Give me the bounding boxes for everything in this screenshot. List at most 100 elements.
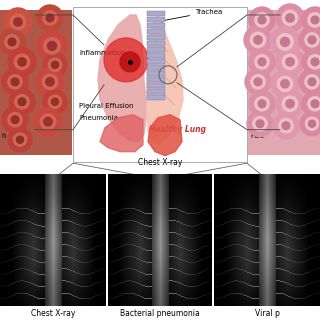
Circle shape <box>8 48 36 76</box>
FancyBboxPatch shape <box>0 10 72 155</box>
Circle shape <box>249 49 275 75</box>
Circle shape <box>46 78 54 86</box>
Circle shape <box>18 58 26 66</box>
Circle shape <box>245 69 271 95</box>
Circle shape <box>282 122 290 130</box>
Circle shape <box>255 55 269 69</box>
Circle shape <box>9 89 35 115</box>
Circle shape <box>46 14 54 22</box>
Circle shape <box>4 8 32 36</box>
FancyBboxPatch shape <box>147 71 165 76</box>
Circle shape <box>249 7 275 33</box>
Circle shape <box>258 16 266 24</box>
Circle shape <box>43 53 67 77</box>
Circle shape <box>251 75 265 89</box>
Circle shape <box>0 29 25 55</box>
Circle shape <box>311 58 319 66</box>
Circle shape <box>255 13 269 27</box>
Circle shape <box>302 7 320 33</box>
Text: Chest X-ray: Chest X-ray <box>138 158 182 167</box>
Circle shape <box>48 58 61 71</box>
Circle shape <box>52 98 59 105</box>
FancyBboxPatch shape <box>147 35 165 40</box>
FancyBboxPatch shape <box>73 7 247 162</box>
Circle shape <box>14 54 30 69</box>
FancyBboxPatch shape <box>147 65 165 70</box>
Circle shape <box>253 116 267 131</box>
Circle shape <box>305 33 319 47</box>
Text: Inflammation: Inflammation <box>79 50 125 56</box>
Circle shape <box>271 70 299 98</box>
Circle shape <box>279 119 293 133</box>
Circle shape <box>256 120 264 128</box>
Circle shape <box>8 38 16 46</box>
Text: h fluid: h fluid <box>2 133 24 139</box>
Circle shape <box>305 117 319 130</box>
Circle shape <box>282 54 298 69</box>
Circle shape <box>2 69 28 95</box>
FancyBboxPatch shape <box>147 89 165 94</box>
Circle shape <box>8 113 22 127</box>
Circle shape <box>276 48 304 76</box>
Circle shape <box>308 36 316 44</box>
Circle shape <box>42 74 58 90</box>
Circle shape <box>120 52 140 72</box>
Circle shape <box>273 113 299 139</box>
Circle shape <box>40 114 56 129</box>
Circle shape <box>5 35 19 49</box>
FancyBboxPatch shape <box>147 53 165 58</box>
Circle shape <box>11 78 19 86</box>
FancyBboxPatch shape <box>147 11 165 16</box>
FancyBboxPatch shape <box>147 59 165 64</box>
Circle shape <box>15 95 29 109</box>
Text: Pneumonia: Pneumonia <box>79 115 118 121</box>
Circle shape <box>270 27 300 57</box>
Circle shape <box>308 120 316 127</box>
Circle shape <box>308 13 320 27</box>
Circle shape <box>8 128 32 152</box>
Circle shape <box>286 100 294 108</box>
FancyBboxPatch shape <box>106 173 108 320</box>
Polygon shape <box>148 115 182 156</box>
FancyBboxPatch shape <box>248 10 320 155</box>
Circle shape <box>52 61 59 68</box>
Circle shape <box>282 96 298 111</box>
Circle shape <box>302 49 320 75</box>
FancyBboxPatch shape <box>147 23 165 28</box>
Circle shape <box>286 58 294 66</box>
FancyBboxPatch shape <box>212 173 214 320</box>
FancyBboxPatch shape <box>147 17 165 22</box>
Circle shape <box>36 68 64 96</box>
Circle shape <box>247 111 273 137</box>
Circle shape <box>308 97 320 111</box>
FancyBboxPatch shape <box>147 77 165 82</box>
Circle shape <box>254 36 262 44</box>
Text: Bacterial pneumonia: Bacterial pneumonia <box>120 308 200 317</box>
Circle shape <box>258 58 266 66</box>
Circle shape <box>300 112 320 136</box>
Text: Chest X-ray: Chest X-ray <box>31 308 75 317</box>
Circle shape <box>254 78 262 86</box>
Polygon shape <box>100 115 143 152</box>
FancyBboxPatch shape <box>147 95 165 100</box>
Circle shape <box>2 107 28 133</box>
Circle shape <box>281 37 290 46</box>
Text: Hea: Hea <box>250 133 264 139</box>
Circle shape <box>13 133 27 146</box>
FancyBboxPatch shape <box>147 29 165 34</box>
Circle shape <box>302 91 320 117</box>
Circle shape <box>43 11 57 25</box>
Circle shape <box>305 75 319 89</box>
FancyBboxPatch shape <box>214 175 320 306</box>
Circle shape <box>18 98 26 106</box>
Circle shape <box>14 18 22 26</box>
Circle shape <box>244 26 272 54</box>
Circle shape <box>250 32 266 48</box>
Circle shape <box>44 38 60 54</box>
Circle shape <box>34 108 62 136</box>
FancyBboxPatch shape <box>108 175 212 306</box>
Circle shape <box>277 34 293 50</box>
Circle shape <box>11 116 19 124</box>
Circle shape <box>249 91 275 117</box>
Polygon shape <box>147 15 183 145</box>
